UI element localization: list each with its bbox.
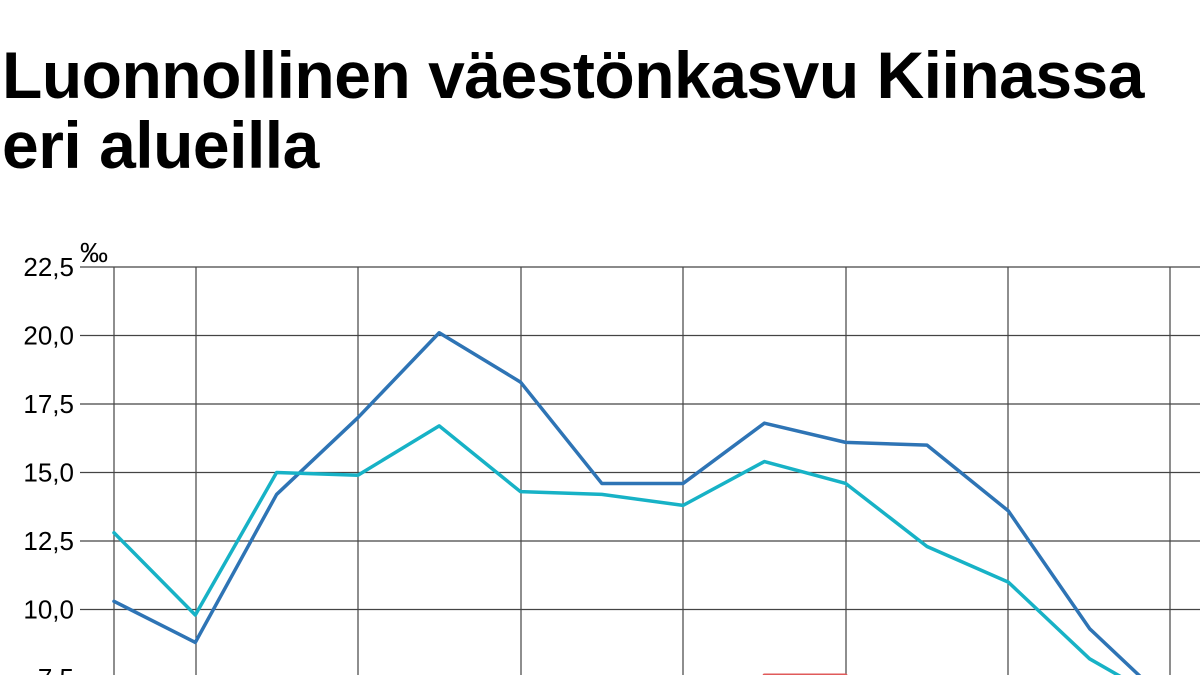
series-group	[112, 331, 1142, 675]
y-tick-label: 20,0	[23, 321, 74, 351]
y-tick-label: 22,5	[23, 252, 74, 282]
y-tick-label: 7,5	[38, 663, 74, 675]
y-tick-label: 17,5	[23, 389, 74, 419]
y-tick-label: 10,0	[23, 595, 74, 625]
tick-labels: 7,5 10,0 12,5 15,0 17,5 20,0 22,5‰	[23, 237, 108, 675]
chart-title: Luonnollinen väestönkasvu Kiinassa eri a…	[2, 38, 1144, 182]
y-tick-label: 12,5	[23, 526, 74, 556]
series-2-line	[112, 424, 1122, 675]
y-tick-label: 15,0	[23, 458, 74, 488]
series-1-line	[112, 331, 1142, 675]
y-axis-unit-label: ‰	[80, 237, 108, 268]
grid	[80, 266, 1200, 675]
